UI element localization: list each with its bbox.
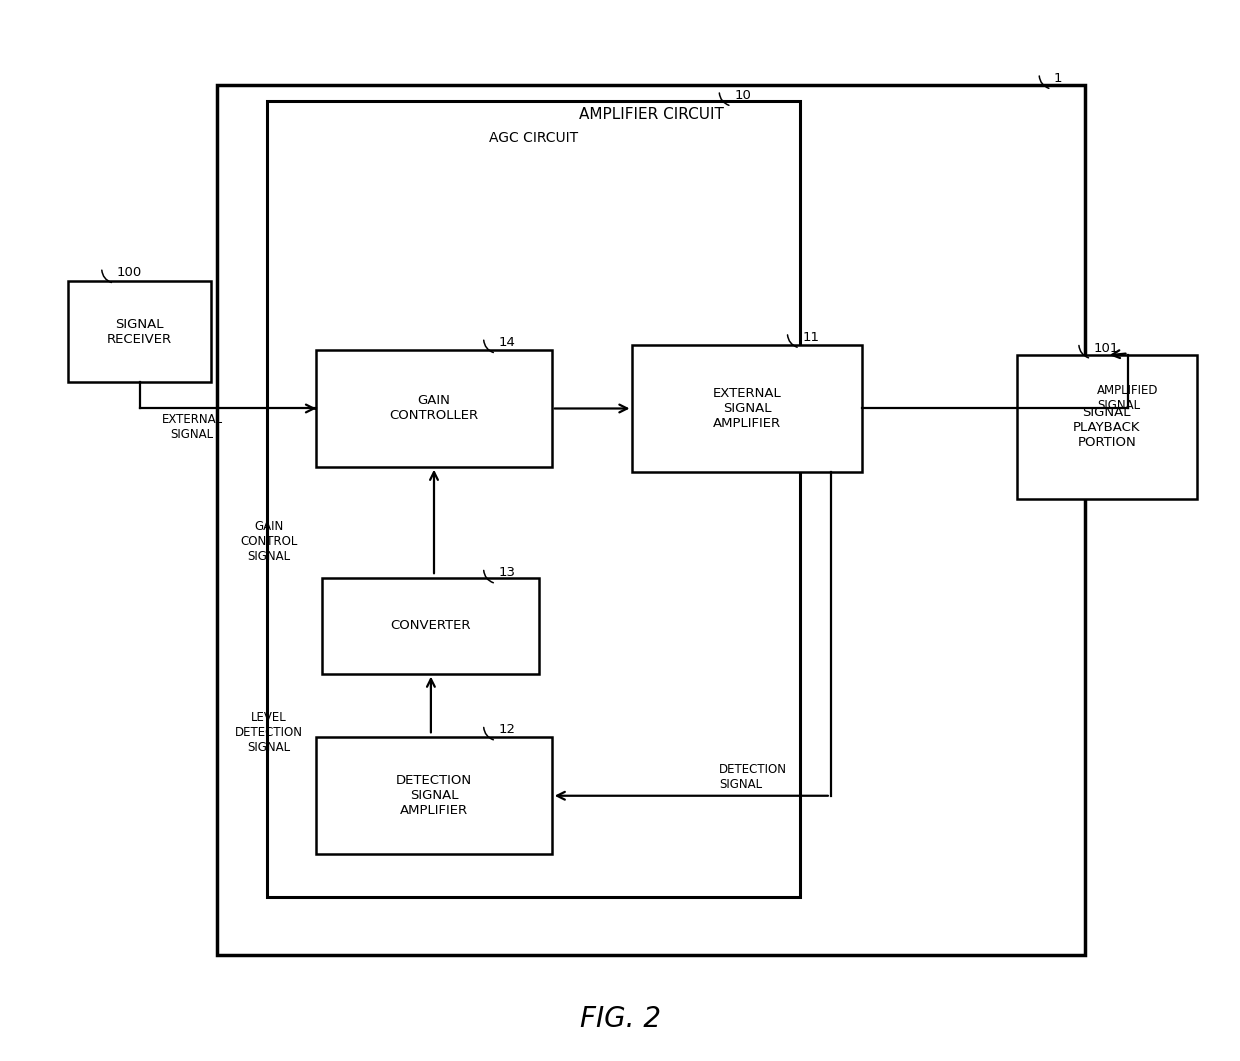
Text: 101: 101 [1094, 342, 1118, 354]
Text: EXTERNAL
SIGNAL: EXTERNAL SIGNAL [161, 413, 223, 440]
Text: SIGNAL
PLAYBACK
PORTION: SIGNAL PLAYBACK PORTION [1073, 405, 1141, 449]
Bar [316, 737, 552, 854]
Bar [68, 281, 211, 382]
Text: DETECTION
SIGNAL: DETECTION SIGNAL [719, 763, 787, 790]
Text: DETECTION
SIGNAL
AMPLIFIER: DETECTION SIGNAL AMPLIFIER [396, 775, 472, 817]
Text: AGC CIRCUIT: AGC CIRCUIT [489, 131, 578, 145]
Text: GAIN
CONTROLLER: GAIN CONTROLLER [389, 395, 479, 422]
Text: AMPLIFIER CIRCUIT: AMPLIFIER CIRCUIT [579, 107, 723, 122]
Text: GAIN
CONTROL
SIGNAL: GAIN CONTROL SIGNAL [241, 520, 298, 562]
Text: 13: 13 [498, 567, 516, 579]
Text: FIG. 2: FIG. 2 [579, 1005, 661, 1032]
Text: 10: 10 [734, 89, 751, 102]
Text: AMPLIFIED
SIGNAL: AMPLIFIED SIGNAL [1097, 384, 1159, 412]
Text: 100: 100 [117, 266, 141, 279]
Bar [632, 345, 862, 472]
Bar [217, 85, 1085, 955]
Text: 14: 14 [498, 336, 516, 349]
Bar [316, 350, 552, 467]
Bar [267, 101, 800, 897]
Bar [1017, 355, 1197, 499]
Text: 1: 1 [1054, 72, 1063, 85]
Bar [322, 578, 539, 674]
Text: 12: 12 [498, 724, 516, 736]
Text: EXTERNAL
SIGNAL
AMPLIFIER: EXTERNAL SIGNAL AMPLIFIER [713, 387, 781, 430]
Text: CONVERTER: CONVERTER [391, 620, 471, 632]
Text: 11: 11 [802, 331, 820, 344]
Text: LEVEL
DETECTION
SIGNAL: LEVEL DETECTION SIGNAL [236, 711, 303, 753]
Text: SIGNAL
RECEIVER: SIGNAL RECEIVER [107, 317, 172, 346]
